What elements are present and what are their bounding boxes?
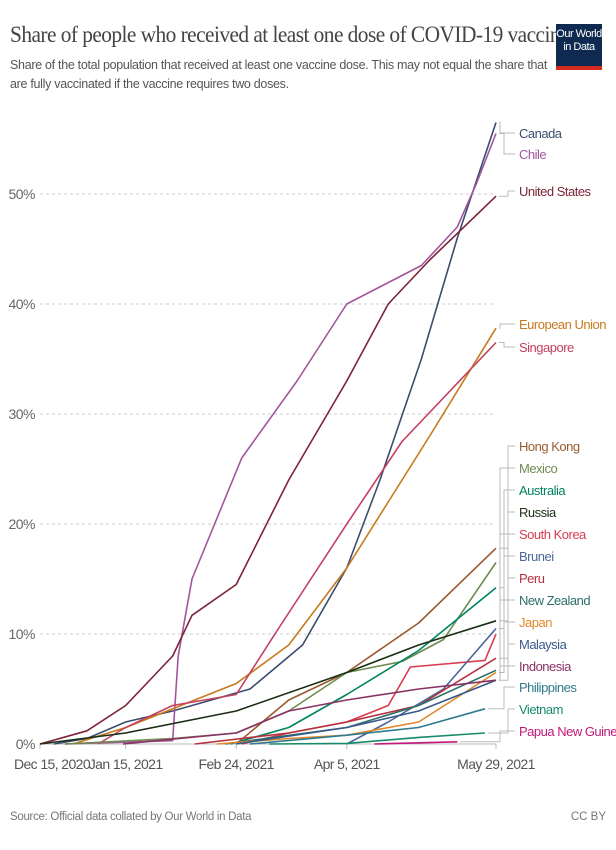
y-tick-label: 40%	[8, 296, 35, 312]
label-connector	[499, 533, 515, 635]
series-label: Australia	[519, 483, 566, 498]
series-line-united-states	[39, 195, 497, 745]
series-label: Singapore	[519, 340, 574, 355]
x-tick-label: Apr 5, 2021	[314, 756, 381, 772]
series-label: Mexico	[519, 461, 557, 476]
label-connector	[499, 643, 515, 681]
y-tick-label: 50%	[8, 186, 35, 202]
owid-logo[interactable]: Our World in Data	[556, 24, 602, 70]
label-connector	[499, 577, 515, 659]
series-line-russia	[39, 620, 497, 745]
label-connector	[499, 342, 515, 348]
series-line-australia	[230, 587, 497, 745]
series-label: Vietnam	[519, 702, 563, 717]
chart-subtitle: Share of the total population that recei…	[10, 58, 547, 91]
x-tick-label: Dec 15, 2020	[14, 756, 91, 772]
label-connector	[499, 599, 515, 671]
series-label: Russia	[519, 505, 557, 520]
series-label: Brunei	[519, 549, 554, 564]
series-line-vietnam	[269, 732, 485, 745]
y-tick-label: 30%	[8, 406, 35, 422]
series-line-peru	[194, 657, 497, 745]
y-tick-label: 0%	[16, 736, 35, 752]
series-line-new-zealand	[225, 669, 497, 745]
label-connector	[499, 555, 515, 629]
series-line-canada	[53, 122, 497, 745]
series-label: United States	[519, 184, 592, 199]
license-label[interactable]: CC BY	[570, 811, 606, 823]
series-label: European Union	[519, 317, 606, 332]
series-label: Hong Kong	[519, 439, 580, 454]
x-tick-label: May 29, 2021	[457, 756, 535, 772]
series-label: Malaysia	[519, 637, 568, 652]
label-connector	[487, 686, 515, 710]
series-line-malaysia	[236, 679, 497, 745]
series-line-philippines	[249, 708, 486, 745]
series-label: Peru	[519, 571, 545, 586]
label-connector	[499, 133, 515, 155]
series-label: Papua New Guinea	[519, 724, 616, 739]
label-connector	[499, 323, 515, 329]
label-connector	[487, 708, 515, 734]
source-note: Source: Official data collated by Our Wo…	[10, 811, 252, 823]
series-label: Canada	[519, 126, 563, 141]
series-line-chile	[64, 133, 497, 745]
series-label: South Korea	[519, 527, 587, 542]
series-label: Indonesia	[519, 659, 572, 674]
label-connector	[499, 190, 515, 197]
series-label: Philippines	[519, 680, 577, 695]
label-connector	[499, 445, 515, 549]
label-connector	[499, 489, 515, 589]
series-line-european-union	[72, 327, 497, 745]
series-label: New Zealand	[519, 593, 590, 608]
label-connector	[499, 511, 515, 622]
x-tick-label: Feb 24, 2021	[199, 756, 275, 772]
series-line-singapore	[97, 341, 497, 745]
label-connector	[460, 730, 515, 743]
series-label: Chile	[519, 147, 546, 162]
label-connector	[499, 621, 515, 673]
label-connector	[499, 122, 515, 134]
label-connector	[499, 665, 515, 681]
y-tick-label: 20%	[8, 516, 35, 532]
chart-title: Share of people who received at least on…	[10, 22, 569, 47]
series-line-papua-new-guinea	[374, 741, 458, 745]
series-line-mexico	[64, 562, 497, 745]
series-line-indonesia	[122, 679, 497, 745]
y-tick-label: 10%	[8, 626, 35, 642]
x-tick-label: Jan 15, 2021	[89, 756, 164, 772]
series-label: Japan	[519, 615, 552, 630]
